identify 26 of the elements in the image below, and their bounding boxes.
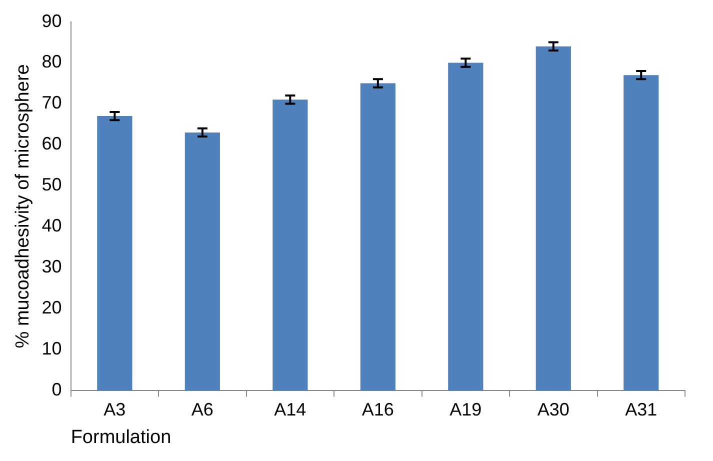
y-tick-label: 30 xyxy=(42,256,62,277)
x-tick-label: A19 xyxy=(450,399,482,420)
y-tick-label: 80 xyxy=(42,52,62,72)
bar xyxy=(184,132,220,391)
x-tick-label: A30 xyxy=(537,399,570,420)
x-tick-label: A6 xyxy=(191,399,214,420)
bar xyxy=(448,62,484,391)
y-tick-label: 10 xyxy=(42,338,62,359)
x-tick-label: A16 xyxy=(362,399,394,420)
y-tick-label: 40 xyxy=(42,216,62,236)
y-tick-label: 90 xyxy=(42,10,62,31)
bar xyxy=(272,100,308,391)
y-axis-title: % mucoadhesivity of microsphere xyxy=(12,64,34,348)
bar xyxy=(97,116,132,391)
bar xyxy=(536,46,571,391)
y-tick-label: 50 xyxy=(42,174,62,195)
x-tick-label: A3 xyxy=(104,399,126,420)
x-axis-title: Formulation xyxy=(70,426,172,448)
x-tick-label: A31 xyxy=(625,399,658,420)
y-tick-label: 0 xyxy=(52,380,62,400)
y-tick-label: 60 xyxy=(42,134,62,154)
x-tick-label: A14 xyxy=(274,399,306,420)
y-tick-label: 20 xyxy=(42,298,62,318)
y-tick-label: 70 xyxy=(42,92,62,113)
bar xyxy=(360,83,396,391)
bar xyxy=(624,75,659,391)
